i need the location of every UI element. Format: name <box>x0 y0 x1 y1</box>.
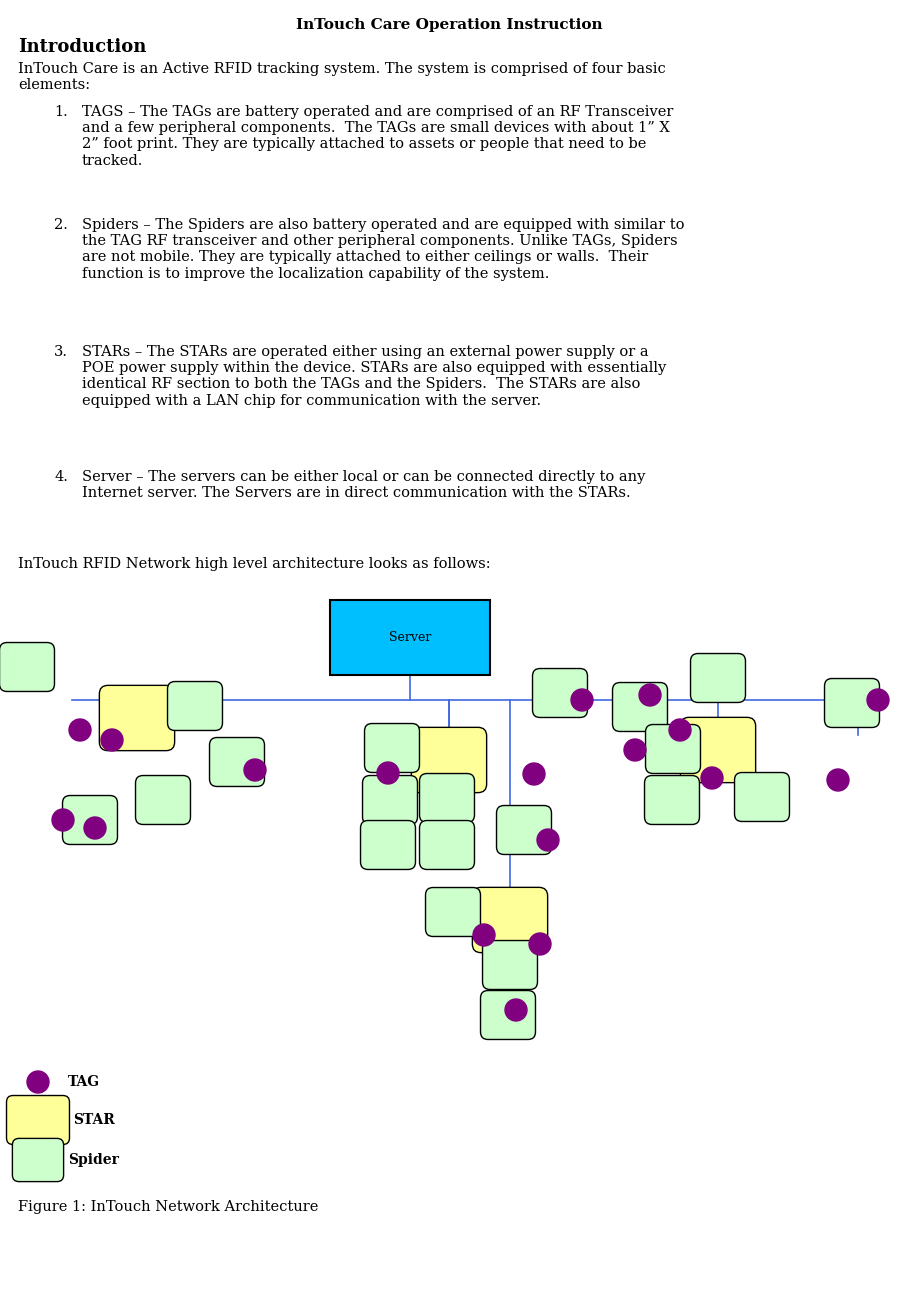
FancyBboxPatch shape <box>824 678 879 728</box>
Text: Server: Server <box>389 631 431 644</box>
FancyBboxPatch shape <box>13 1139 64 1182</box>
FancyBboxPatch shape <box>63 796 118 844</box>
Text: STAR: STAR <box>73 1113 115 1127</box>
Circle shape <box>52 809 74 831</box>
Text: InTouch RFID Network high level architecture looks as follows:: InTouch RFID Network high level architec… <box>18 558 490 571</box>
FancyBboxPatch shape <box>645 775 700 825</box>
FancyBboxPatch shape <box>0 643 55 691</box>
FancyBboxPatch shape <box>209 737 265 787</box>
Text: Server – The servers can be either local or can be connected directly to any
Int: Server – The servers can be either local… <box>82 470 646 500</box>
FancyBboxPatch shape <box>533 669 587 717</box>
Circle shape <box>473 924 495 946</box>
Circle shape <box>867 689 889 711</box>
Text: TAG: TAG <box>68 1075 100 1089</box>
Circle shape <box>377 762 399 784</box>
Text: 4.: 4. <box>54 470 68 484</box>
Circle shape <box>571 689 593 711</box>
Text: Introduction: Introduction <box>18 38 146 56</box>
FancyBboxPatch shape <box>480 991 535 1039</box>
FancyBboxPatch shape <box>168 682 223 730</box>
Text: TAGS – The TAGs are battery operated and are comprised of an RF Transceiver
and : TAGS – The TAGs are battery operated and… <box>82 105 674 168</box>
Circle shape <box>244 759 266 781</box>
Circle shape <box>827 768 849 791</box>
FancyBboxPatch shape <box>6 1096 69 1144</box>
FancyBboxPatch shape <box>482 941 538 990</box>
Text: 3.: 3. <box>54 346 68 359</box>
FancyBboxPatch shape <box>735 772 789 822</box>
Circle shape <box>69 719 91 741</box>
FancyBboxPatch shape <box>365 724 419 772</box>
Circle shape <box>101 729 123 751</box>
FancyBboxPatch shape <box>136 775 190 825</box>
Circle shape <box>523 763 545 785</box>
Text: Figure 1: InTouch Network Architecture: Figure 1: InTouch Network Architecture <box>18 1200 319 1213</box>
Text: 1.: 1. <box>54 105 68 119</box>
Circle shape <box>529 933 551 956</box>
FancyBboxPatch shape <box>419 821 474 869</box>
FancyBboxPatch shape <box>472 888 548 953</box>
FancyBboxPatch shape <box>411 728 487 793</box>
Circle shape <box>84 817 106 839</box>
FancyBboxPatch shape <box>426 888 480 936</box>
FancyBboxPatch shape <box>360 821 416 869</box>
FancyBboxPatch shape <box>612 682 667 732</box>
Circle shape <box>505 999 527 1021</box>
Text: 2.: 2. <box>54 219 68 232</box>
FancyBboxPatch shape <box>100 686 174 750</box>
Text: InTouch Care is an Active RFID tracking system. The system is comprised of four : InTouch Care is an Active RFID tracking … <box>18 62 665 92</box>
FancyBboxPatch shape <box>646 724 700 774</box>
Circle shape <box>537 829 559 851</box>
FancyBboxPatch shape <box>330 600 490 675</box>
Text: Spider: Spider <box>68 1153 119 1168</box>
FancyBboxPatch shape <box>681 717 755 783</box>
Circle shape <box>701 767 723 789</box>
Text: InTouch Care Operation Instruction: InTouch Care Operation Instruction <box>295 18 603 31</box>
Circle shape <box>27 1071 49 1093</box>
Text: Spiders – The Spiders are also battery operated and are equipped with similar to: Spiders – The Spiders are also battery o… <box>82 219 684 280</box>
Circle shape <box>639 685 661 706</box>
FancyBboxPatch shape <box>691 653 745 703</box>
FancyBboxPatch shape <box>497 805 551 855</box>
Text: STARs – The STARs are operated either using an external power supply or a
POE po: STARs – The STARs are operated either us… <box>82 346 666 407</box>
Circle shape <box>669 719 691 741</box>
FancyBboxPatch shape <box>419 774 474 822</box>
FancyBboxPatch shape <box>363 775 418 825</box>
Circle shape <box>624 740 646 761</box>
